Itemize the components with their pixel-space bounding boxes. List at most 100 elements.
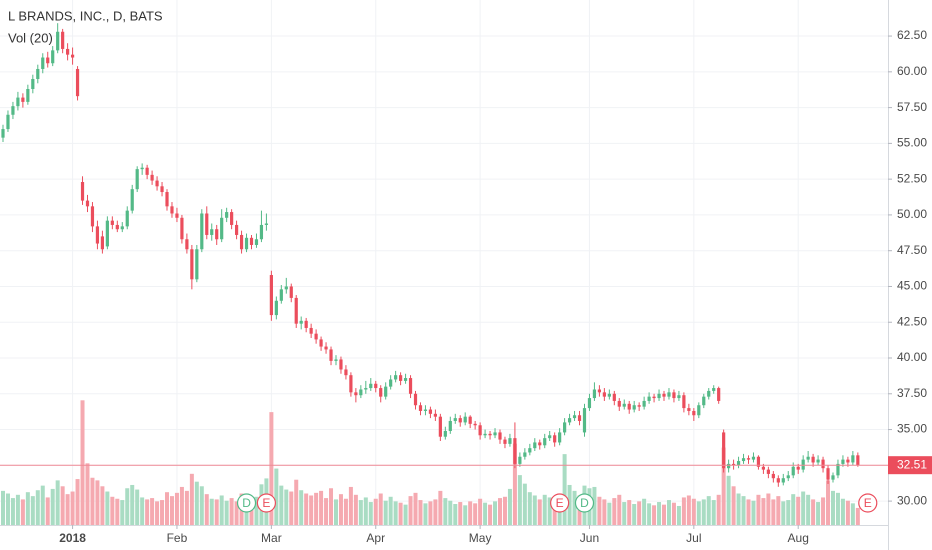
volume-bar — [378, 493, 383, 525]
event-marker — [256, 493, 277, 513]
volume-bar — [473, 503, 478, 525]
volume-bar — [567, 484, 572, 525]
volume-bar — [95, 480, 100, 525]
candle-body — [165, 192, 169, 207]
candle-body — [294, 297, 298, 324]
candle-body — [796, 466, 800, 470]
volume-bar — [130, 484, 135, 525]
volume-bar — [398, 502, 403, 525]
volume-bar — [701, 499, 706, 525]
y-tick-label: 47.50 — [897, 243, 927, 257]
candle-body — [781, 478, 785, 483]
candle-body — [567, 418, 572, 423]
candle-body — [702, 396, 706, 406]
volume-bar — [662, 504, 667, 525]
volume-bar — [40, 485, 45, 525]
volume-bar — [224, 500, 229, 525]
candle-body — [180, 217, 184, 240]
volume-bar — [691, 498, 696, 525]
volume-bar — [189, 473, 194, 525]
volume-bar — [592, 486, 597, 525]
volume-bar — [751, 500, 756, 525]
candle-body — [230, 212, 234, 225]
candle-body — [220, 217, 224, 240]
x-tick-label: May — [469, 531, 492, 545]
candle-body — [642, 400, 646, 407]
x-tick-label: Jun — [580, 531, 599, 545]
volume-bar — [657, 502, 662, 525]
volume-bar — [741, 496, 746, 525]
candle-body — [21, 97, 25, 102]
candle-body — [821, 459, 825, 469]
candle-body — [210, 229, 214, 235]
candle-body — [722, 432, 726, 469]
volume-bar — [100, 486, 105, 525]
candle-body — [761, 466, 766, 470]
candle-body — [513, 438, 517, 464]
volume-bar — [478, 498, 483, 525]
candle-body — [707, 390, 711, 397]
candle-body — [831, 475, 835, 480]
candle-body — [637, 405, 641, 407]
volume-bar — [150, 498, 155, 525]
candle-body — [115, 224, 119, 230]
volume-bar — [329, 488, 334, 525]
volume-bar — [194, 481, 199, 525]
candle-body — [135, 169, 139, 190]
event-marker — [858, 493, 878, 513]
candle-body — [438, 416, 442, 437]
candle-body — [786, 475, 790, 479]
volume-bar — [796, 496, 801, 525]
candle-body — [274, 300, 278, 316]
candle-body — [185, 239, 189, 250]
volume-bar — [249, 502, 254, 525]
volume-bar — [115, 498, 120, 525]
candle-body — [41, 57, 45, 69]
volume-bar — [711, 500, 716, 525]
candle-body — [254, 239, 259, 245]
candle-body — [364, 388, 368, 390]
volume-bar — [756, 494, 761, 525]
volume-bar — [269, 412, 274, 525]
volume-bar — [15, 494, 20, 525]
candle-body — [384, 386, 388, 397]
volume-bar — [140, 497, 145, 525]
volume-bar — [333, 499, 338, 525]
x-tick-label: Feb — [167, 531, 188, 545]
candle-body — [841, 459, 845, 464]
volume-bar — [806, 494, 811, 525]
candle-body — [538, 442, 542, 446]
volume-bar — [666, 500, 671, 525]
x-tick-label: Aug — [788, 531, 809, 545]
volume-bar — [602, 499, 607, 525]
candle-body — [518, 456, 522, 464]
candle-body — [662, 393, 666, 397]
volume-bar — [835, 492, 840, 525]
candle-body — [413, 393, 418, 406]
candle-body — [548, 435, 552, 439]
volume-bar — [850, 503, 855, 525]
candle-body — [80, 182, 85, 201]
indicator-label: Vol (20) — [8, 30, 53, 45]
candle-body — [394, 375, 398, 380]
volume-bar — [209, 498, 214, 525]
volume-bar — [681, 497, 686, 525]
volume-bar — [10, 498, 15, 525]
candle-body — [423, 409, 428, 411]
candle-body — [11, 106, 15, 115]
candle-body — [85, 200, 90, 207]
event-label: E — [864, 496, 872, 510]
volume-bar — [855, 507, 860, 525]
candle-body — [16, 97, 20, 107]
volume-bar — [671, 502, 676, 525]
grid — [0, 0, 888, 525]
candle-body — [314, 333, 318, 340]
candle-body — [66, 48, 70, 55]
candle-body — [463, 416, 467, 423]
candle-body — [498, 432, 502, 440]
volume-bar — [488, 504, 493, 525]
volume-bar — [373, 498, 378, 525]
volume-bar — [413, 492, 418, 525]
volume-layer — [1, 400, 860, 525]
